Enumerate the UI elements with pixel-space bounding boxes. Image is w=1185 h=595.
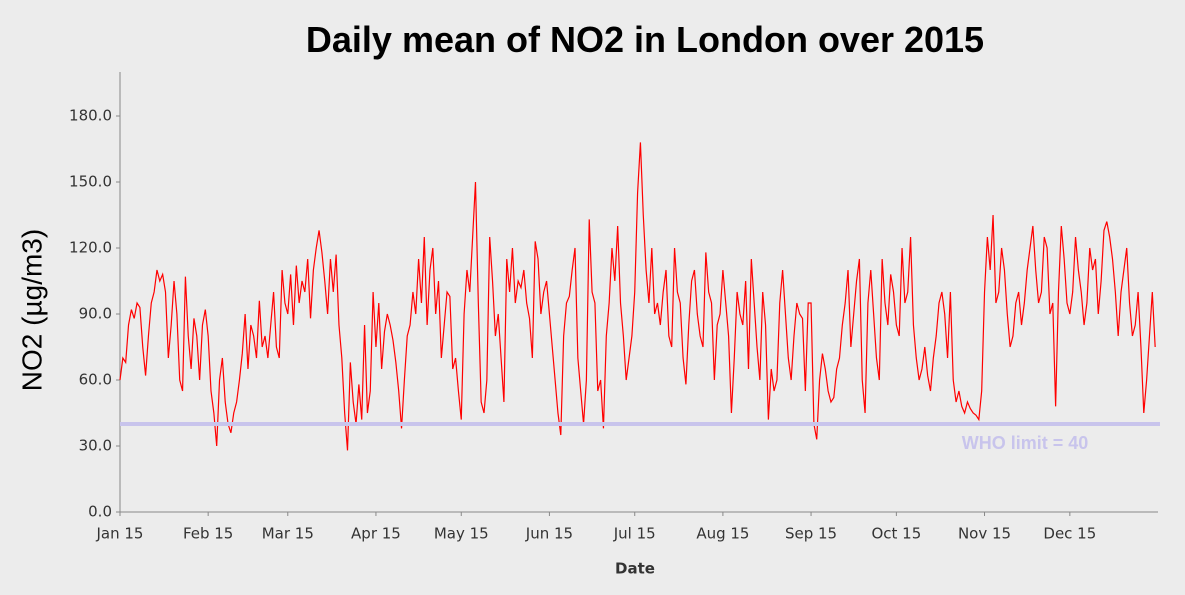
y-tick-label: 90.0 (79, 305, 112, 323)
x-axis-label: Date (615, 560, 655, 578)
y-tick-label: 60.0 (79, 371, 112, 389)
x-tick-label: Feb 15 (183, 525, 233, 543)
x-tick-label: Dec 15 (1043, 525, 1096, 543)
y-tick-label: 180.0 (69, 107, 112, 125)
y-tick-label: 30.0 (79, 437, 112, 455)
x-tick-label: Aug 15 (696, 525, 749, 543)
y-tick-label: 150.0 (69, 173, 112, 191)
x-tick-label: Oct 15 (871, 525, 921, 543)
x-tick-label: May 15 (434, 525, 489, 543)
x-tick-label: Nov 15 (958, 525, 1011, 543)
x-tick-label: Jan 15 (96, 525, 144, 543)
x-tick-label: Jul 15 (613, 525, 656, 543)
reference-label: WHO limit = 40 (962, 433, 1089, 453)
y-tick-label: 0.0 (88, 503, 112, 521)
chart-title: Daily mean of NO2 in London over 2015 (306, 19, 984, 60)
x-tick-label: Jun 15 (525, 525, 573, 543)
x-tick-label: Sep 15 (785, 525, 837, 543)
x-tick-label: Apr 15 (351, 525, 401, 543)
y-tick-label: 120.0 (69, 239, 112, 257)
data-line (119, 142, 1156, 451)
y-axis-label: NO2 (µg/m3) (16, 229, 47, 391)
x-tick-label: Mar 15 (262, 525, 314, 543)
